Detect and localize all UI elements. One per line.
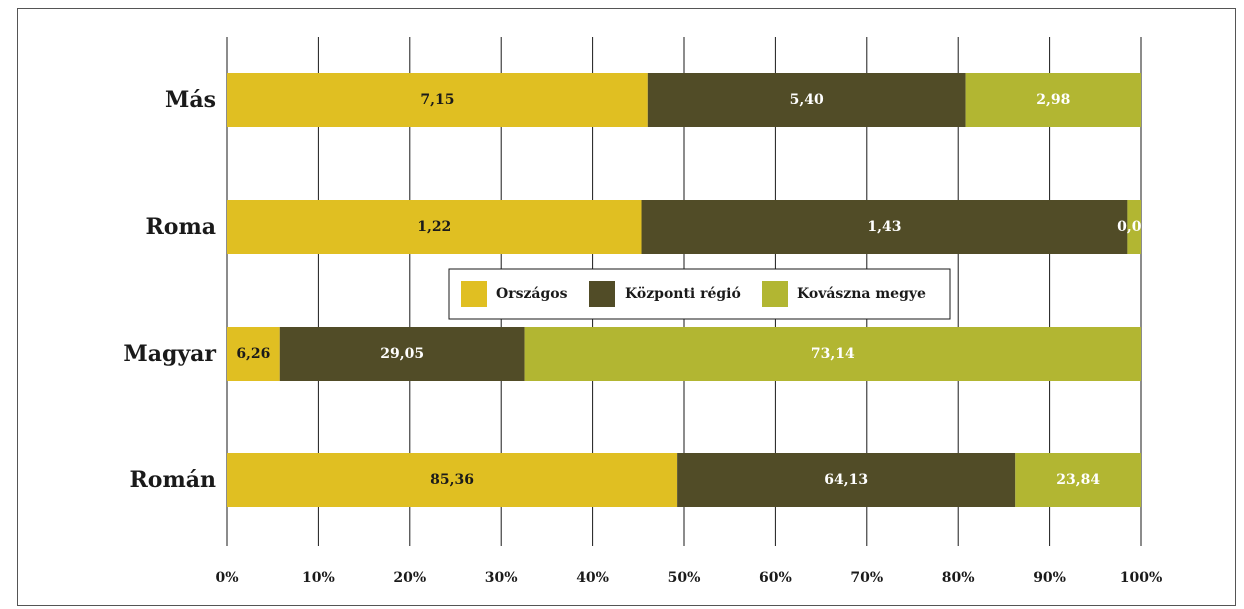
x-tick-label: 0%	[215, 570, 238, 586]
bar-segment	[1015, 453, 1141, 507]
bar-segment	[641, 200, 1128, 254]
data-label: 7,15	[420, 92, 454, 108]
legend-label: Országos	[496, 286, 568, 302]
bar-segment	[227, 453, 678, 507]
x-tick-label: 70%	[850, 570, 883, 586]
legend-label: Központi régió	[625, 286, 741, 302]
data-label: 73,14	[811, 346, 855, 362]
data-label: 0,04	[1117, 219, 1151, 235]
data-label: 85,36	[430, 472, 474, 488]
data-label: 23,84	[1056, 472, 1100, 488]
data-label: 29,05	[380, 346, 424, 362]
data-label: 1,22	[417, 219, 451, 235]
legend-swatch	[589, 281, 615, 307]
bar-segment	[279, 327, 525, 381]
legend-label: Kovászna megye	[797, 286, 926, 302]
legend-swatch	[461, 281, 487, 307]
data-label: 5,40	[790, 92, 824, 108]
x-tick-label: 10%	[302, 570, 335, 586]
bar-segment	[647, 73, 966, 127]
bar-segment	[677, 453, 1016, 507]
x-tick-label: 90%	[1033, 570, 1066, 586]
bar-segment	[227, 200, 642, 254]
category-label: Roma	[146, 214, 217, 240]
x-tick-label: 60%	[759, 570, 792, 586]
data-label: 6,26	[236, 346, 270, 362]
legend-box	[448, 268, 951, 320]
bar-segment	[965, 73, 1141, 127]
bar-segment	[227, 327, 280, 381]
x-tick-label: 100%	[1120, 570, 1163, 586]
category-label: Más	[165, 87, 216, 113]
bar-segment	[227, 73, 648, 127]
x-tick-label: 20%	[393, 570, 426, 586]
data-label: 2,98	[1036, 92, 1070, 108]
category-label: Magyar	[123, 341, 216, 367]
x-tick-label: 30%	[485, 570, 518, 586]
x-tick-label: 80%	[942, 570, 975, 586]
x-tick-label: 50%	[668, 570, 701, 586]
data-label: 1,43	[867, 219, 901, 235]
category-label: Román	[130, 467, 217, 493]
data-label: 64,13	[824, 472, 868, 488]
bar-segment	[524, 327, 1141, 381]
x-tick-label: 40%	[576, 570, 609, 586]
legend-swatch	[762, 281, 788, 307]
bar-segment	[1127, 200, 1141, 254]
